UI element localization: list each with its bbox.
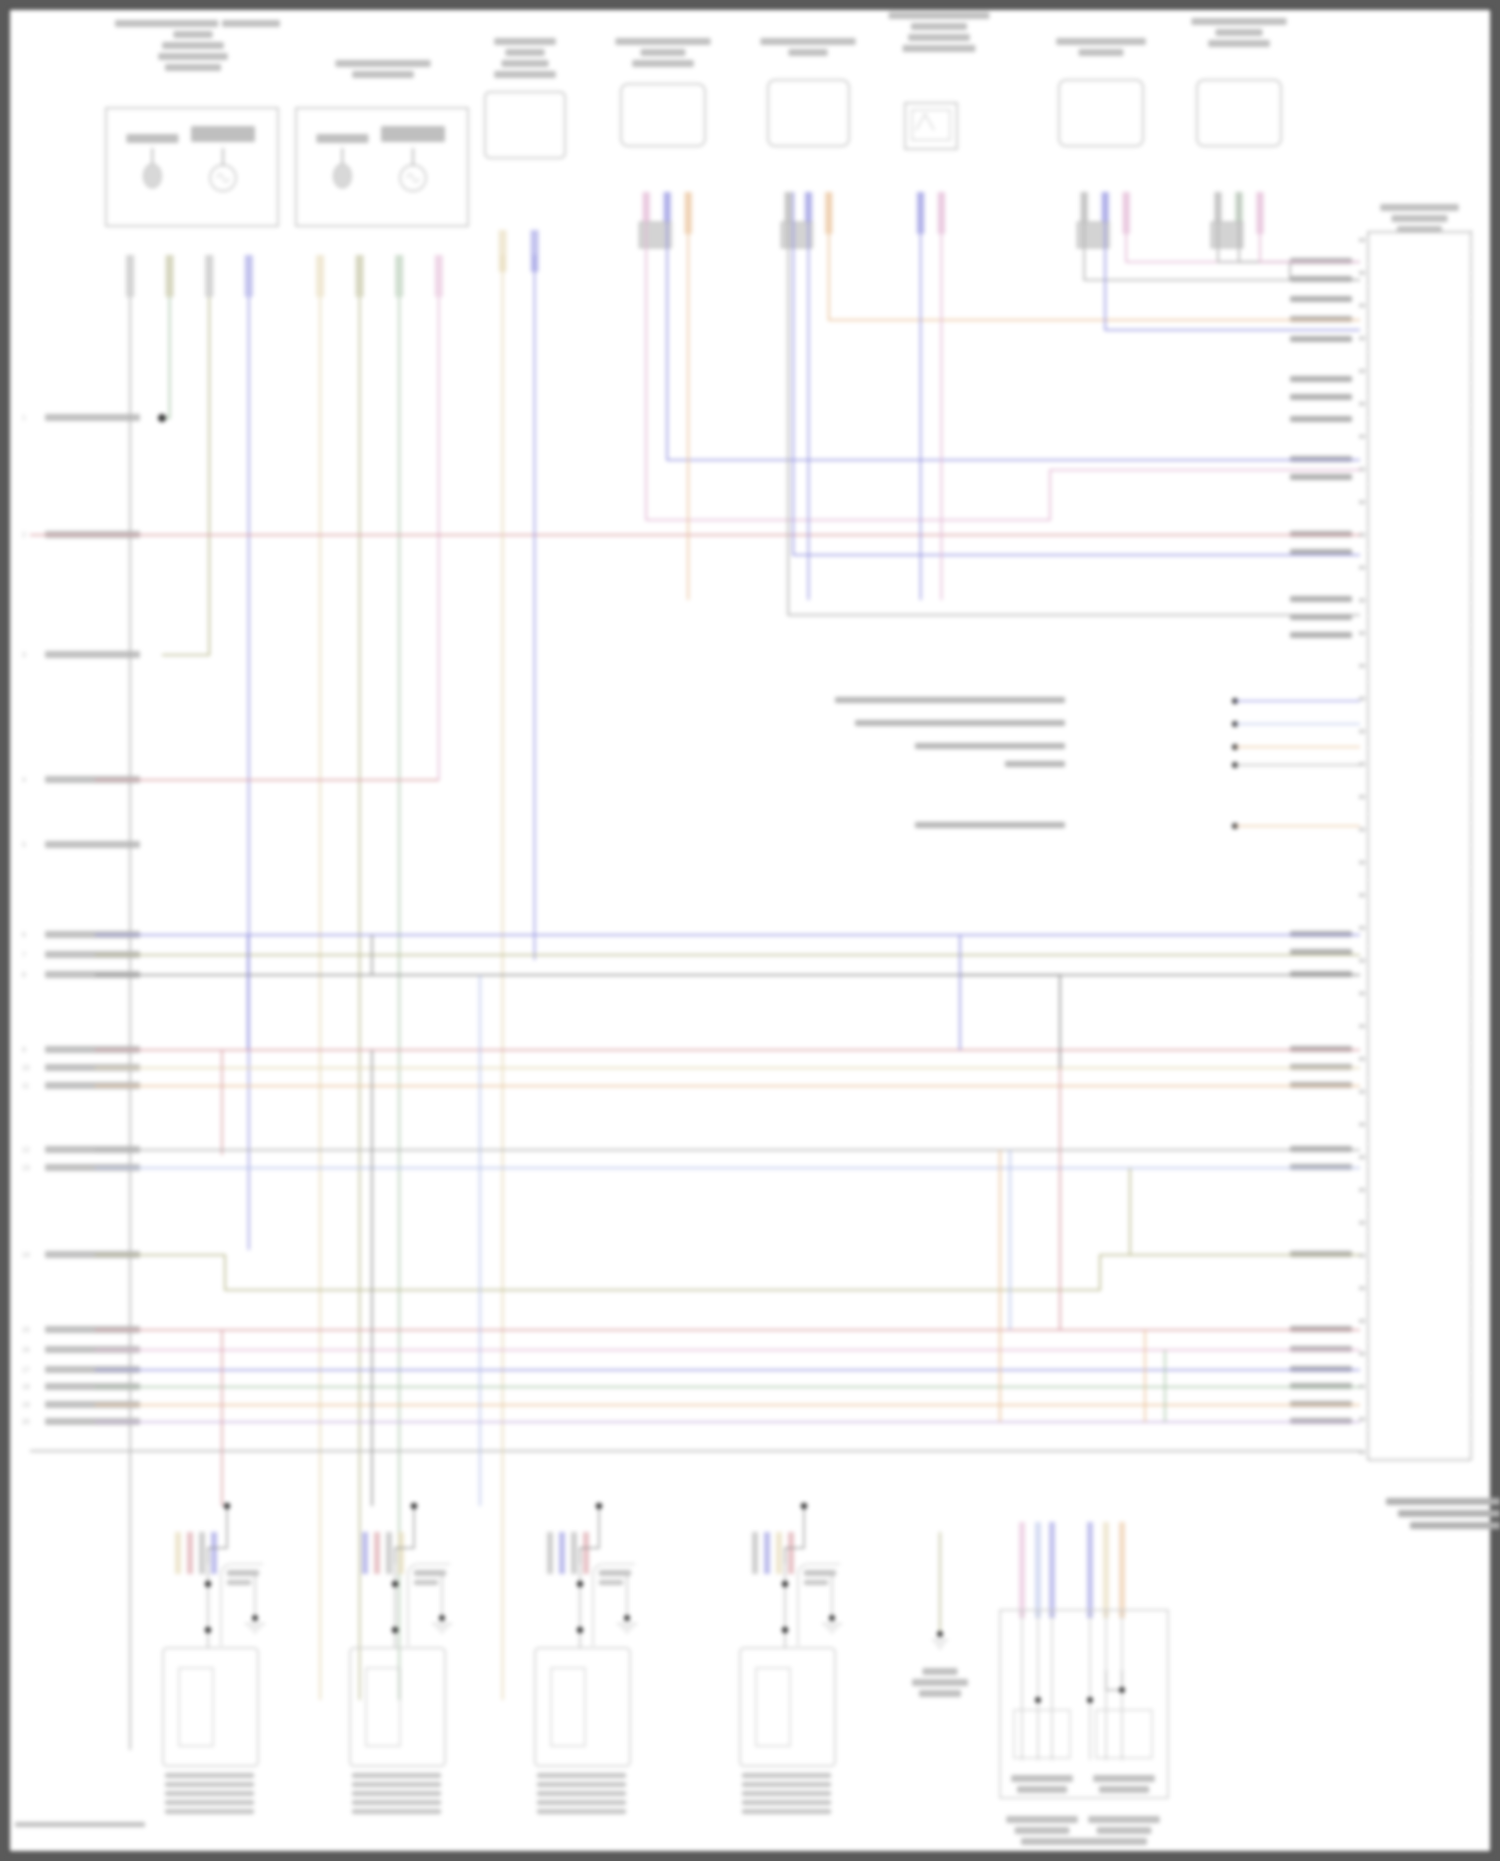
- svg-text:20: 20: [22, 1419, 30, 1426]
- svg-text:2: 2: [22, 532, 26, 539]
- svg-text:6: 6: [22, 932, 26, 939]
- svg-text:13: 13: [22, 1165, 30, 1172]
- svg-text:19: 19: [22, 1402, 30, 1409]
- svg-text:8: 8: [22, 972, 26, 979]
- svg-text:15: 15: [22, 1327, 30, 1334]
- svg-text:18: 18: [22, 1384, 30, 1391]
- svg-text:3: 3: [22, 652, 26, 659]
- svg-text:7: 7: [22, 952, 26, 959]
- svg-text:14: 14: [22, 1252, 30, 1259]
- svg-text:16: 16: [22, 1347, 30, 1354]
- svg-text:5: 5: [22, 842, 26, 849]
- svg-text:12: 12: [22, 1147, 30, 1154]
- svg-text:10: 10: [22, 1065, 30, 1072]
- svg-text:1: 1: [22, 415, 26, 422]
- svg-text:4: 4: [22, 777, 26, 784]
- svg-text:9: 9: [22, 1047, 26, 1054]
- svg-text:11: 11: [22, 1083, 29, 1090]
- svg-text:17: 17: [22, 1367, 30, 1374]
